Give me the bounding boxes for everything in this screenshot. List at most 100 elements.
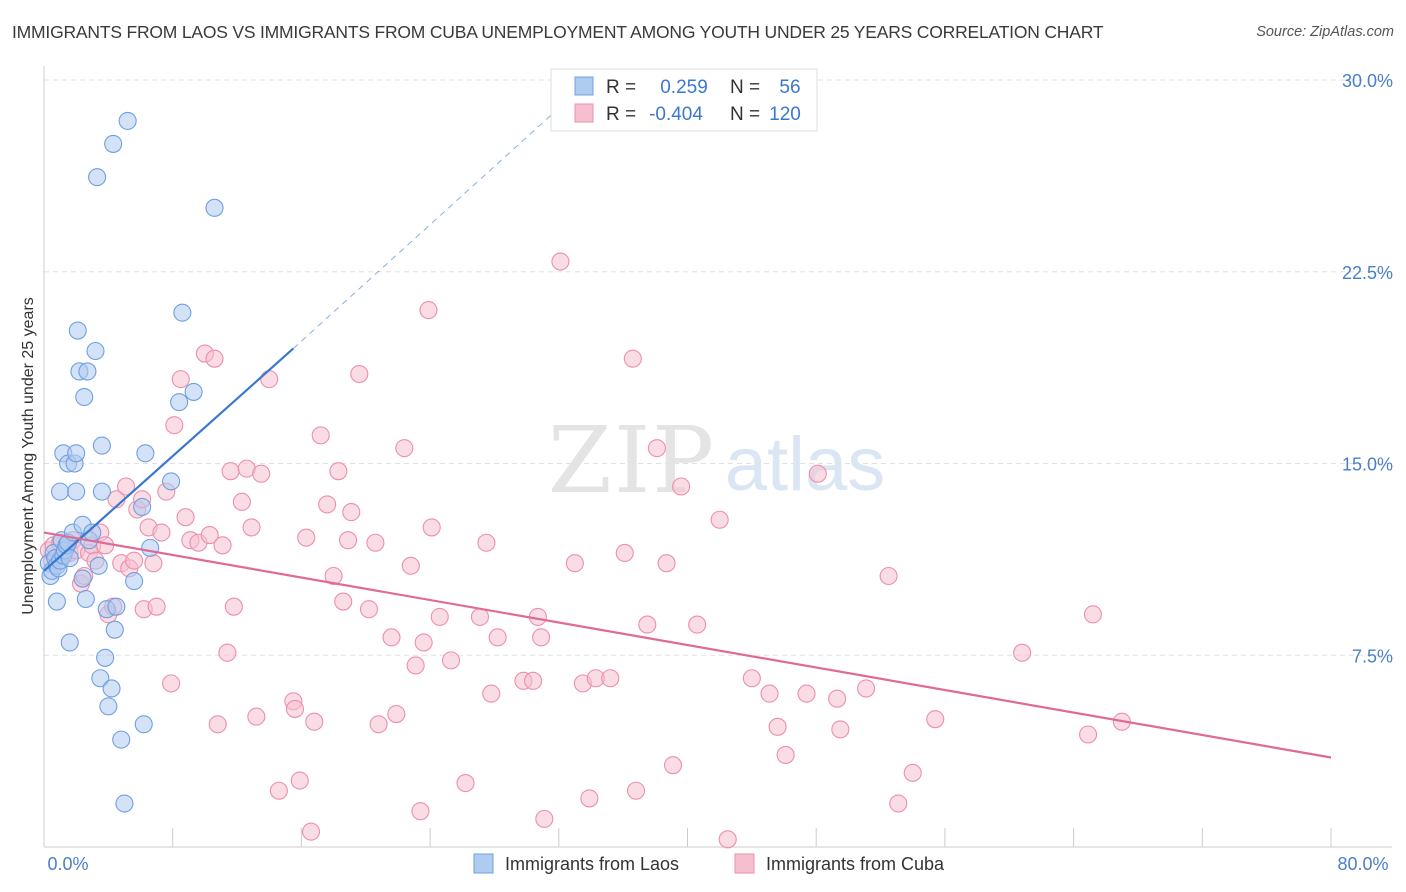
x-tick-label-0: 0.0% [47,854,88,874]
laos-point-52 [141,538,160,557]
y-tick-label-3: 30.0% [1342,71,1393,91]
cuba-point-65 [342,503,361,522]
cuba-point-29 [147,597,166,616]
cuba-point-64 [339,531,358,550]
cuba-point-100 [638,615,657,634]
laos-point-42 [104,134,123,153]
laos-point-35 [91,669,110,688]
cuba-point-101 [647,439,666,458]
series-laos-points [39,111,224,813]
laos-r-value: 0.259 [660,77,708,98]
cuba-point-110 [768,717,787,736]
cuba-point-84 [482,684,501,703]
cuba-point-111 [776,745,795,765]
cuba-point-61 [324,566,343,586]
cuba-point-104 [672,477,691,496]
cuba-point-45 [224,597,243,616]
cuba-point-121 [1013,643,1032,662]
cuba-point-56 [297,528,316,547]
laos-point-33 [88,168,107,187]
cuba-point-116 [857,679,876,698]
cuba-point-107 [718,830,737,849]
cuba-point-39 [200,526,219,545]
trend-lines [43,107,1332,759]
laos-point-43 [105,620,124,639]
cuba-point-92 [565,554,584,573]
x-tick-labels: 0.0% 80.0% [47,854,1388,874]
cuba-point-78 [422,518,441,537]
laos-point-44 [107,597,126,616]
laos-trend-line [43,347,295,572]
laos-point-41 [102,679,121,698]
cuba-point-59 [311,426,330,445]
cuba-point-66 [350,364,369,384]
cuba-point-54 [285,699,305,718]
cuba-point-102 [657,554,676,573]
laos-point-22 [67,482,86,501]
cuba-point-74 [406,656,425,675]
cuba-point-108 [742,669,761,688]
laos-point-29 [78,362,97,381]
laos-point-25 [73,569,92,588]
cuba-point-70 [382,628,401,647]
cuba-point-72 [395,439,414,458]
laos-point-45 [112,730,131,749]
legend-laos-swatch [473,853,494,874]
cuba-point-33 [165,416,184,435]
source-label: Source: ZipAtlas.com [1256,24,1394,40]
watermark-atlas: atlas [725,422,886,507]
y-tick-label-1: 15.0% [1342,455,1393,475]
cuba-point-81 [456,774,475,793]
cuba-point-71 [387,705,406,724]
laos-r-label: R = [606,77,636,98]
cuba-point-73 [401,556,420,575]
cuba-point-30 [152,523,171,542]
axes [43,66,1392,848]
cuba-point-87 [524,671,543,690]
cuba-point-118 [889,794,908,813]
cuba-point-23 [125,551,144,570]
laos-point-53 [162,472,181,491]
cuba-point-49 [247,707,266,726]
cuba-point-77 [419,301,438,320]
laos-point-57 [205,198,224,217]
cuba-point-35 [176,508,195,527]
laos-point-50 [134,715,153,734]
cuba-point-91 [551,252,570,271]
cuba-point-43 [218,643,237,662]
cuba-point-69 [369,715,388,734]
laos-point-27 [75,387,94,407]
cuba-point-90 [535,809,554,828]
laos-point-28 [76,589,95,609]
cuba-n-label: N = [730,104,760,125]
cuba-point-99 [626,781,646,800]
laos-point-46 [115,794,134,813]
cuba-point-32 [162,674,181,693]
cuba-point-117 [879,566,898,586]
cuba-point-80 [441,651,461,670]
cuba-point-105 [688,615,707,634]
laos-point-23 [68,321,87,340]
laos-point-21 [67,444,86,463]
cuba-point-115 [831,720,850,739]
y-axis-label: Unemployment Among Youth under 25 years [20,297,37,615]
cuba-point-67 [359,600,379,619]
series-cuba-points [39,252,1131,849]
cuba-point-34 [171,370,190,389]
bottom-legend: Immigrants from Laos Immigrants from Cub… [473,853,945,874]
cuba-point-46 [232,492,251,511]
cuba-point-97 [615,543,634,563]
cuba-point-89 [532,628,551,647]
x-tick-label-1: 80.0% [1337,854,1388,874]
laos-point-40 [99,697,118,716]
laos-point-51 [136,444,155,463]
cuba-point-48 [242,518,261,537]
cuba-point-122 [1079,725,1098,744]
cuba-point-68 [366,533,385,552]
cuba-point-103 [663,756,683,775]
cuba-point-75 [411,802,430,821]
laos-point-47 [118,111,137,130]
cuba-point-94 [580,789,599,808]
cuba-point-44 [221,462,240,481]
cuba-point-58 [305,712,324,731]
